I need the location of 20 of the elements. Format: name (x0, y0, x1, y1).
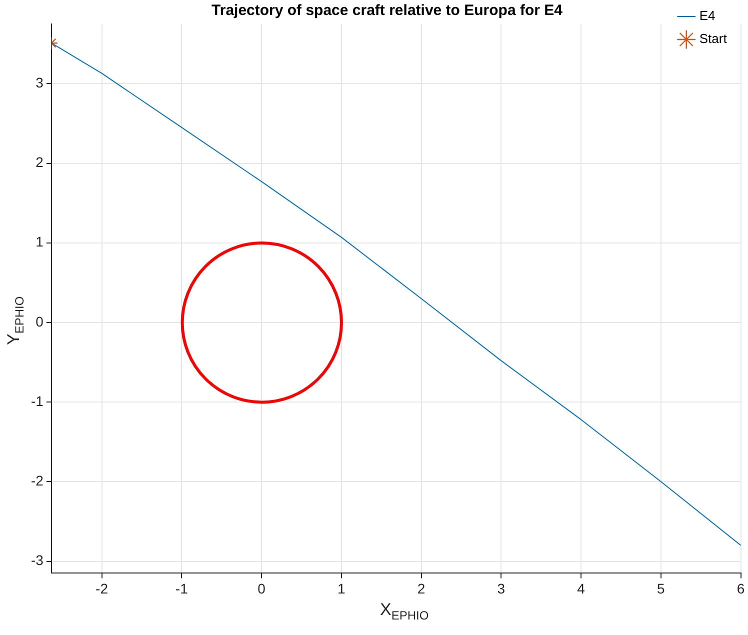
x-tick-label: 6 (736, 580, 745, 596)
y-tick-label: 0 (36, 313, 44, 330)
x-tick-label: -1 (175, 580, 188, 596)
x-tick-label: 3 (497, 580, 506, 596)
x-tick-label: 1 (338, 580, 346, 596)
y-tick-label: 1 (36, 234, 44, 250)
x-tick-label: 4 (577, 580, 586, 596)
x-tick-label: 5 (657, 580, 666, 596)
y-tick-label: -1 (30, 392, 44, 409)
y-tick-label: 3 (36, 74, 44, 91)
legend-label: E4 (699, 8, 716, 24)
y-tick-label: -2 (30, 472, 44, 489)
chart-title: Trajectory of space craft relative to Europa for E4 (212, 2, 564, 20)
legend-label: Start (699, 31, 728, 46)
y-tick-label: 2 (36, 154, 44, 170)
y-tick-label: -3 (30, 552, 44, 568)
x-tick-label: 0 (258, 580, 266, 596)
x-tick-label: -2 (96, 580, 108, 596)
x-tick-label: 2 (417, 580, 426, 596)
x-axis-title: X$_{EPHIO}$ (380, 600, 429, 622)
